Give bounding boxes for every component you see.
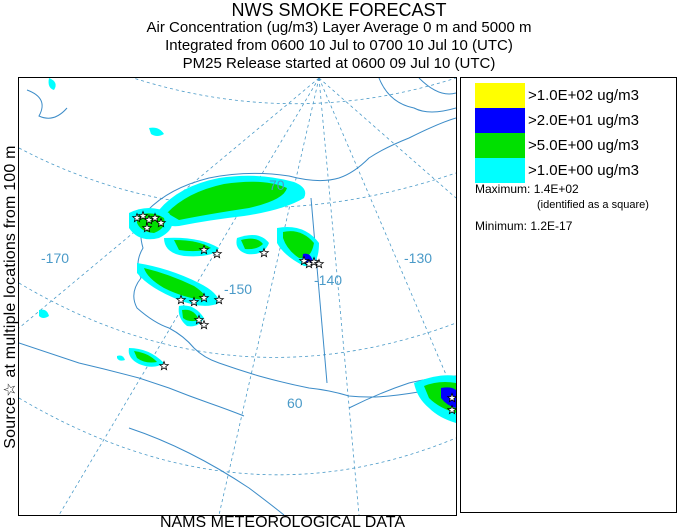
source-star-icon [175,294,187,305]
source-star-icon [211,248,223,259]
minimum-stat: Minimum: 1.2E-17 [475,219,572,233]
maximum-note: (identified as a square) [537,199,649,211]
plume-low [149,127,164,136]
lat-70-label: 70 [269,177,285,193]
source-star-icon [137,210,149,221]
lon-170-label: -170 [41,250,69,266]
legend-swatch-blue [475,108,525,133]
minimum-value: 1.2E-17 [530,219,573,233]
source-star-icon [298,255,310,266]
maximum-label: Maximum: [475,182,531,196]
source-star-icon [131,212,143,223]
map-title: NWS SMOKE FORECAST [231,0,447,20]
source-markers [131,210,456,415]
meridian-line [19,78,320,329]
legend-label: >2.0E+01 ug/m3 [528,112,639,129]
meridian-line [318,78,360,515]
map-canvas: -170 -150 -140 -130 60 70 [19,78,456,515]
latitude-line [132,78,456,105]
concentration-subtitle: Air Concentration (ug/m3) Layer Average … [146,19,532,36]
source-star-icon [141,222,153,233]
plume-mid [134,351,157,363]
source-star-icon [149,212,161,223]
source-star-icon [143,214,155,225]
meteorological-data-label: NAMS METEOROLOGICAL DATA [159,514,406,531]
maximum-stat: Maximum: 1.4E+02 [475,182,579,196]
lon-140-label: -140 [314,272,342,288]
legend-panel: >1.0E+02 ug/m3 >2.0E+01 ug/m3 >5.0E+00 u… [460,77,677,513]
source-star-icon [158,360,170,371]
source-star-icon [193,314,205,325]
minimum-label: Minimum: [475,219,528,233]
source-star-icon [198,319,210,330]
plume-mid [241,238,263,250]
plume-mid [144,268,206,300]
source-star-icon [446,404,456,415]
legend-swatch-cyan [475,158,525,183]
source-star-icon [188,296,200,307]
lon-130-label: -130 [404,250,432,266]
smoke-map: -170 -150 -140 -130 60 70 [18,77,457,516]
maximum-value: 1.4E+02 [533,182,579,196]
source-star-icon [198,292,210,303]
source-star-icon [308,256,320,267]
release-info: PM25 Release started at 0600 09 Jul 10 (… [182,55,496,72]
plume-low [39,309,49,318]
legend-label: >1.0E+00 ug/m3 [528,162,639,179]
latitude-line [19,282,456,358]
integration-period: Integrated from 0600 10 Jul to 0700 10 J… [165,37,513,54]
legend-label: >5.0E+00 ug/m3 [528,137,639,154]
plume-mid [283,231,314,259]
plume-low [117,355,125,361]
smoke-plumes [39,78,456,423]
source-star-icon [213,294,225,305]
source-star-icon [313,258,325,269]
meridian-line [318,78,456,199]
plume-mid [167,181,287,220]
source-star-icon [446,392,456,403]
latitude-line [19,397,456,476]
source-star-icon [155,217,167,228]
meridian-line [318,78,456,399]
source-star-icon [258,247,270,258]
legend-swatch-yellow [475,83,525,108]
lon-150-label: -150 [224,281,252,297]
plume-low [48,78,56,90]
legend-swatch-green [475,133,525,158]
source-star-icon [198,244,210,255]
legend-label: >1.0E+02 ug/m3 [528,87,639,104]
meridian-line [218,78,320,515]
lat-60-label: 60 [287,395,303,411]
